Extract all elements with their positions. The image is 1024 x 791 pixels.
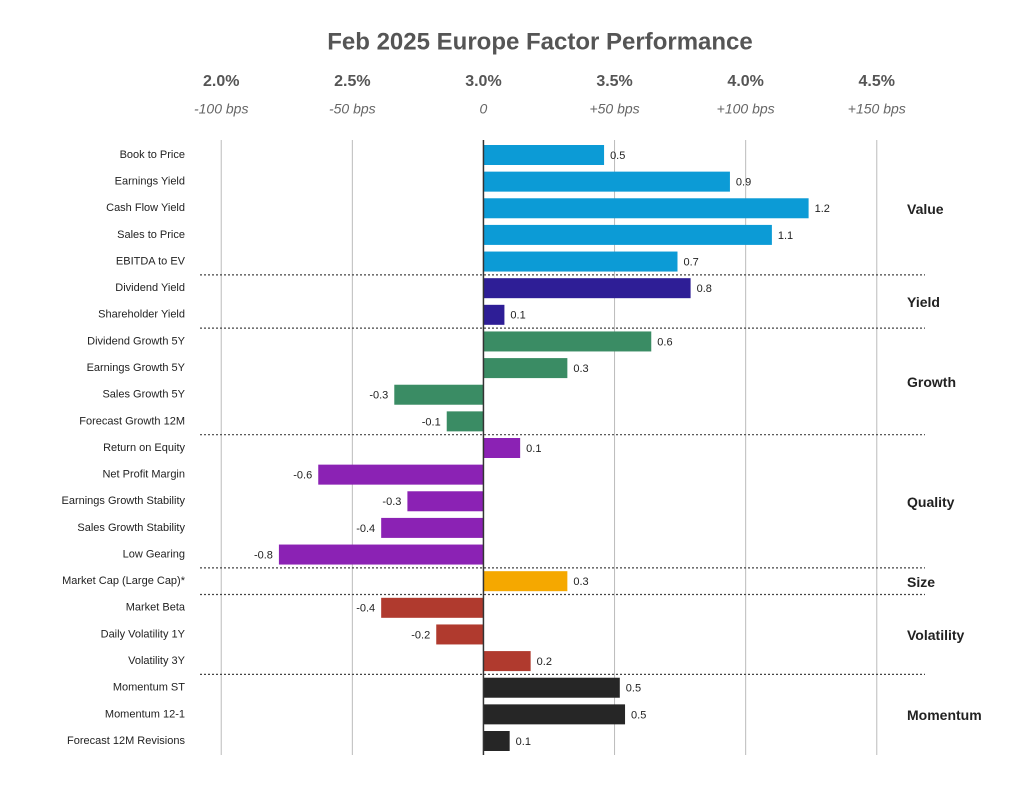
category-label: Market Beta [126,602,186,614]
bar [483,731,510,751]
category-label: Forecast Growth 12M [79,415,185,427]
bar [483,704,626,725]
x-tick-label: +100 bps [717,101,775,117]
x2-tick-label: 4.0% [727,73,763,90]
value-label: 0.8 [697,283,712,295]
category-label: Earnings Growth 5Y [87,362,186,374]
bar [483,571,568,592]
category-label: Sales Growth 5Y [102,389,185,401]
value-label: -0.1 [422,416,441,428]
value-label: 0.5 [610,150,625,162]
chart-title: Feb 2025 Europe Factor Performance [327,28,752,55]
value-label: -0.3 [369,390,388,402]
category-label: Sales Growth Stability [77,522,185,534]
bar [394,384,484,405]
group-label: Yield [907,294,940,310]
category-label: EBITDA to EV [116,255,186,267]
category-label: Momentum ST [113,682,185,694]
category-label: Earnings Yield [115,176,185,188]
category-label: Cash Flow Yield [106,202,185,214]
value-label: 0.1 [526,443,541,455]
bar [436,624,484,645]
x2-tick-label: 3.5% [596,73,632,90]
bar [483,438,521,458]
value-label: -0.4 [356,523,375,535]
bar [483,278,691,299]
group-label: Quality [907,494,955,510]
category-label: Return on Equity [103,442,185,454]
bar [318,464,484,485]
value-label: 0.9 [736,177,751,189]
bar [483,304,505,325]
category-label: Daily Volatility 1Y [101,628,186,640]
value-label: 0.1 [510,310,525,322]
bar [483,145,605,165]
group-label: Value [907,201,944,217]
x-tick-label: 0 [480,101,488,117]
value-label: -0.8 [254,549,273,561]
category-label: Sales to Price [117,229,185,241]
value-label: 0.2 [537,656,552,668]
x-tick-label: +150 bps [848,101,906,117]
category-label: Low Gearing [123,548,185,560]
category-label: Dividend Growth 5Y [87,335,185,347]
bar [483,251,678,272]
value-label: 1.1 [778,230,793,242]
value-label: -0.3 [382,496,401,508]
group-label: Size [907,574,935,590]
bar [381,517,484,538]
bar [483,677,620,698]
value-label: -0.2 [411,629,430,641]
x2-tick-label: 3.0% [465,73,501,90]
bar [483,171,730,192]
value-label: -0.4 [356,603,375,615]
category-label: Earnings Growth Stability [62,495,186,507]
group-label: Growth [907,374,956,390]
bar [483,198,809,219]
category-label: Forecast 12M Revisions [67,735,185,747]
category-label: Book to Price [120,149,185,161]
bar [483,651,531,672]
category-label: Net Profit Margin [102,469,185,481]
category-label: Market Cap (Large Cap)* [62,575,186,587]
value-label: 0.3 [573,576,588,588]
value-label: -0.6 [293,470,312,482]
bar [446,411,484,432]
x-tick-label: -50 bps [329,101,376,117]
value-label: 0.5 [631,709,646,721]
category-label: Dividend Yield [115,282,185,294]
bar [381,597,484,618]
category-label: Shareholder Yield [98,309,185,321]
bar [483,331,652,352]
value-label: 0.1 [516,736,531,748]
value-label: 0.3 [573,363,588,375]
value-label: 0.6 [657,336,672,348]
x-tick-label: +50 bps [589,101,639,117]
group-label: Volatility [907,627,965,643]
x2-tick-label: 2.0% [203,73,239,90]
bar [278,544,484,565]
x2-tick-label: 2.5% [334,73,370,90]
bar [483,358,568,379]
bar [483,224,772,245]
category-label: Momentum 12-1 [105,708,185,720]
value-label: 1.2 [815,203,830,215]
value-label: 0.5 [626,683,641,695]
x-tick-label: -100 bps [194,101,248,117]
x2-tick-label: 4.5% [859,73,895,90]
category-label: Volatility 3Y [128,655,186,667]
bar [407,491,484,512]
group-label: Momentum [907,707,982,723]
value-label: 0.7 [683,256,698,268]
